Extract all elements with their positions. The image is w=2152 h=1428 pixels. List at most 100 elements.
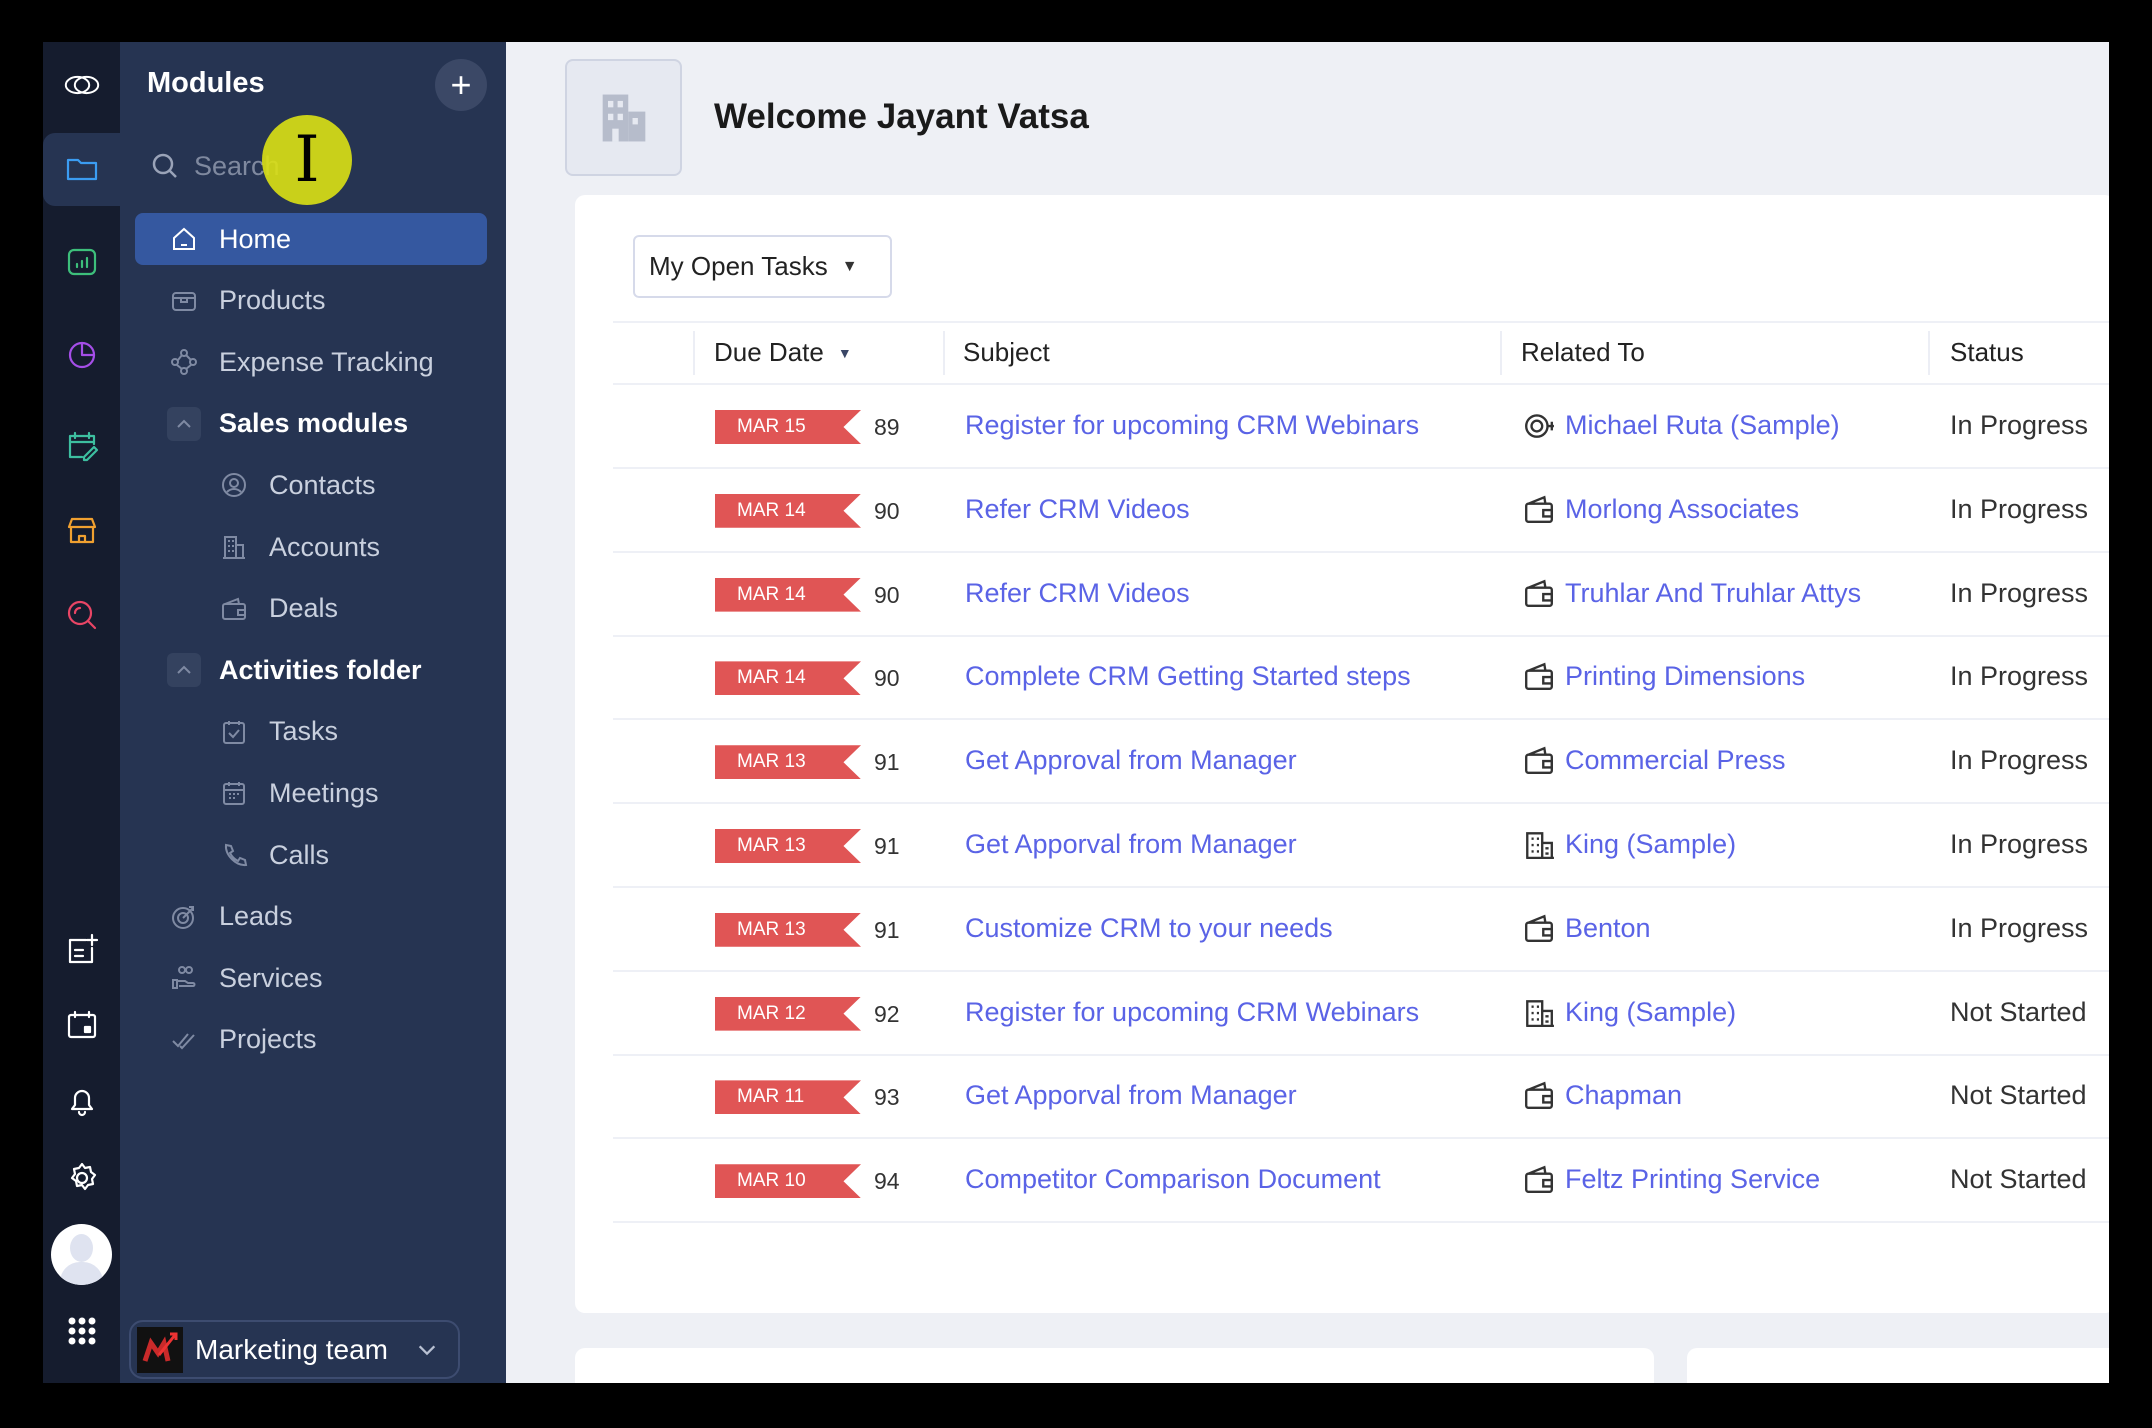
sidebar-item-meetings[interactable]: Meetings: [135, 767, 487, 819]
sidebar-item-calls[interactable]: Calls: [135, 829, 487, 881]
task-row[interactable]: MAR 13 91 Get Approval from Manager Commerc…: [613, 720, 2109, 805]
task-row[interactable]: MAR 14 90 Refer CRM Videos Morlong Associat…: [613, 469, 2109, 553]
related-to-name[interactable]: Commercial Press: [1565, 745, 1786, 776]
related-to-link[interactable]: Benton: [1523, 908, 1651, 948]
contact-icon: [1525, 414, 1554, 438]
sidebar-item-label: Deals: [269, 593, 339, 624]
dashboard-card: [1687, 1348, 2109, 1383]
search-analytics-icon[interactable]: [61, 594, 103, 636]
days-overdue: 89: [874, 414, 900, 440]
related-to-link[interactable]: Truhlar And Truhlar Attys: [1523, 573, 1861, 613]
task-status: In Progress: [1950, 912, 2089, 943]
gear-icon[interactable]: [61, 1157, 103, 1199]
phone-icon: [217, 838, 251, 872]
sidebar-item-accounts[interactable]: Accounts: [135, 521, 487, 573]
column-header-related-to[interactable]: Related To: [1521, 337, 1645, 367]
related-to-link[interactable]: Commercial Press: [1523, 740, 1786, 780]
add-module-button[interactable]: +: [435, 59, 487, 111]
related-to-name[interactable]: Chapman: [1565, 1080, 1683, 1111]
days-overdue: 90: [874, 665, 900, 692]
related-to-name[interactable]: Michael Ruta (Sample): [1565, 410, 1840, 440]
sidebar-item-label: Services: [219, 962, 323, 993]
related-to-name[interactable]: Feltz Printing Service: [1565, 1164, 1821, 1195]
building-icon: [217, 530, 251, 564]
task-row[interactable]: MAR 15 89 Register for upcoming CRM Webina…: [613, 385, 2109, 469]
sidebar-item-contacts[interactable]: Contacts: [135, 459, 487, 511]
calendar-icon[interactable]: [61, 1004, 103, 1046]
task-subject-link[interactable]: Register for upcoming CRM Webinars: [965, 996, 1420, 1027]
store-icon[interactable]: [61, 510, 103, 552]
related-to-link[interactable]: Feltz Printing Service: [1523, 1159, 1820, 1199]
avatar[interactable]: [51, 1224, 112, 1285]
related-to-name[interactable]: King (Sample): [1565, 996, 1737, 1027]
related-to-name[interactable]: Morlong Associates: [1565, 493, 1800, 524]
days-overdue: 91: [874, 833, 900, 859]
zoho-logo-icon[interactable]: [61, 64, 103, 106]
sort-desc-icon[interactable]: ▼: [837, 344, 852, 361]
task-subject-link[interactable]: Get Approval from Manager: [965, 745, 1297, 776]
sidebar-item-home[interactable]: Home: [135, 213, 487, 265]
related-to-name[interactable]: Truhlar And Truhlar Attys: [1565, 577, 1862, 608]
task-row[interactable]: MAR 14 90 Complete CRM Getting Started ste…: [613, 636, 2109, 721]
related-to-name[interactable]: King (Sample): [1565, 829, 1737, 859]
header-top-border: [613, 321, 2109, 323]
chevron-down-icon: [418, 1345, 436, 1355]
task-status: In Progress: [1950, 577, 2089, 608]
text-cursor-icon: I: [262, 115, 352, 205]
new-record-icon[interactable]: [61, 929, 103, 971]
related-to-name[interactable]: Benton: [1565, 912, 1651, 943]
sidebar-item-products[interactable]: Products: [135, 275, 487, 327]
sidebar-item-expense-tracking[interactable]: Expense Tracking: [135, 336, 487, 388]
task-row[interactable]: MAR 14 90 Refer CRM Videos Truhlar And Truh…: [613, 553, 2109, 637]
analytics-icon[interactable]: [61, 241, 103, 283]
sidebar-item-tasks[interactable]: Tasks: [135, 706, 487, 758]
task-row[interactable]: MAR 10 94 Competitor Comparison Document Fe…: [613, 1139, 2109, 1224]
modules-title: Modules: [147, 67, 265, 99]
calendar-edit-icon[interactable]: [61, 425, 103, 467]
sidebar-item-sales-modules[interactable]: Sales modules: [135, 398, 487, 450]
column-header-subject[interactable]: Subject: [963, 337, 1050, 367]
related-to-link[interactable]: King (Sample): [1523, 992, 1736, 1032]
sidebar-item-label: Projects: [219, 1024, 317, 1055]
related-to-link[interactable]: Michael Ruta (Sample): [1523, 405, 1840, 445]
wallet-icon: [1525, 1165, 1553, 1194]
column-divider: [693, 331, 695, 375]
team-switcher[interactable]: Marketing team: [129, 1320, 460, 1379]
wallet-icon: [217, 592, 251, 626]
caret-down-icon: ▼: [841, 257, 858, 275]
related-to-name[interactable]: Printing Dimensions: [1565, 661, 1806, 692]
related-to-link[interactable]: Chapman: [1523, 1075, 1682, 1115]
sidebar-item-label: Activities folder: [219, 654, 422, 685]
box-icon: [167, 284, 201, 318]
app-grid-icon[interactable]: [61, 1310, 103, 1352]
task-view-dropdown[interactable]: My Open Tasks ▼: [633, 235, 892, 298]
company-logo-placeholder[interactable]: [565, 59, 682, 176]
folder-icon[interactable]: [61, 148, 103, 190]
related-to-link[interactable]: Morlong Associates: [1523, 489, 1799, 529]
task-subject-link[interactable]: Refer CRM Videos: [965, 577, 1190, 608]
task-subject-link[interactable]: Competitor Comparison Document: [965, 1164, 1381, 1195]
search-icon: [152, 153, 177, 178]
sidebar-item-leads[interactable]: Leads: [135, 891, 487, 943]
task-row[interactable]: MAR 13 91 Get Apporval from Manager King (S…: [613, 804, 2109, 888]
due-date-badge: MAR 12: [715, 996, 861, 1031]
sidebar-item-services[interactable]: Services: [135, 952, 487, 1004]
column-header-due-date[interactable]: Due Date ▼: [714, 337, 852, 367]
task-row[interactable]: MAR 13 91 Customize CRM to your needs Bento…: [613, 888, 2109, 972]
related-to-link[interactable]: King (Sample): [1523, 824, 1736, 864]
task-subject-link[interactable]: Customize CRM to your needs: [965, 912, 1333, 943]
column-header-status[interactable]: Status: [1950, 337, 2024, 367]
pie-chart-icon[interactable]: [61, 334, 103, 376]
sidebar-item-activities-folder[interactable]: Activities folder: [135, 644, 487, 696]
task-row[interactable]: MAR 12 92 Register for upcoming CRM Webina…: [613, 972, 2109, 1056]
task-subject-link[interactable]: Get Apporval from Manager: [965, 829, 1297, 859]
task-subject-link[interactable]: Refer CRM Videos: [965, 493, 1190, 524]
task-row[interactable]: MAR 11 93 Get Apporval from Manager Chapman…: [613, 1055, 2109, 1140]
task-subject-link[interactable]: Complete CRM Getting Started steps: [965, 661, 1411, 692]
task-subject-link[interactable]: Get Apporval from Manager: [965, 1080, 1297, 1111]
related-to-link[interactable]: Printing Dimensions: [1523, 656, 1805, 696]
sidebar-item-projects[interactable]: Projects: [135, 1014, 487, 1066]
task-subject-link[interactable]: Register for upcoming CRM Webinars: [965, 410, 1420, 440]
bell-icon[interactable]: [61, 1080, 103, 1122]
sidebar-item-deals[interactable]: Deals: [135, 583, 487, 635]
